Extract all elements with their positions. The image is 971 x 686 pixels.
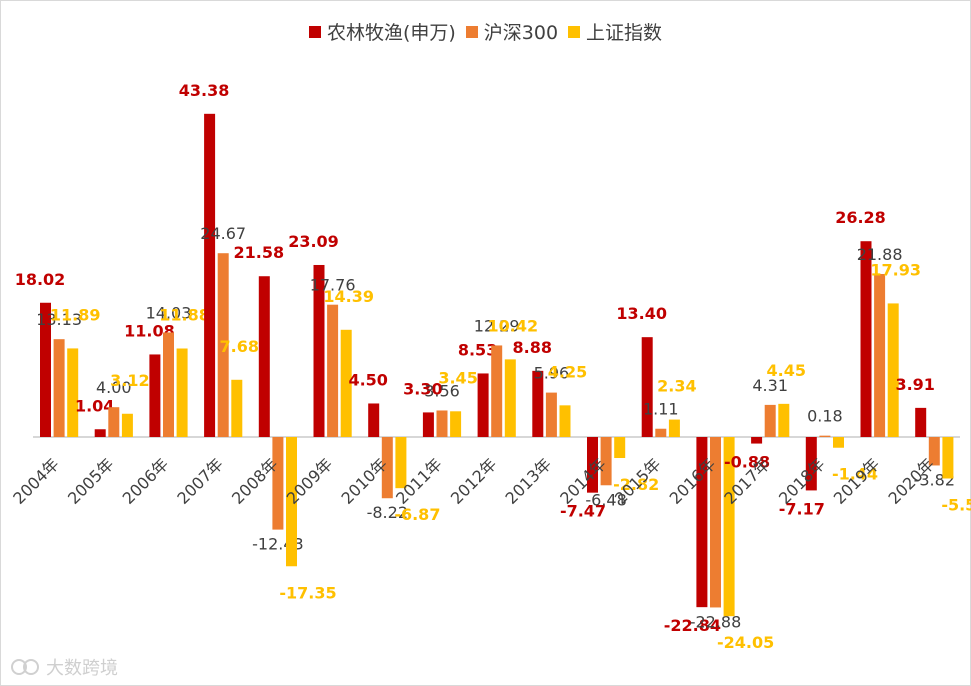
bar-agriculture-2006年 [149, 354, 160, 437]
watermark: 大数跨境 [10, 654, 118, 680]
data-label-shanghai-2013年: 4.25 [548, 362, 587, 381]
bar-shanghai-2010年 [395, 437, 406, 488]
bar-shanghai-2019年 [888, 303, 899, 437]
bar-shanghai-2017年 [778, 404, 789, 437]
data-label-shanghai-2005年: 3.12 [110, 371, 149, 390]
bar-csi300-2005年 [108, 407, 119, 437]
bar-agriculture-2010年 [368, 403, 379, 437]
data-label-agriculture-2008年: 21.58 [233, 243, 284, 262]
x-tick-label-2012年: 2012年 [447, 454, 501, 508]
watermark-logo-icon [10, 657, 40, 677]
data-label-shanghai-2008年: -17.35 [279, 583, 336, 602]
bar-shanghai-2013年 [560, 405, 571, 437]
data-label-shanghai-2019年: 17.93 [870, 260, 921, 279]
bar-shanghai-2014年 [614, 437, 625, 458]
x-tick-label-2004年: 2004年 [9, 454, 63, 508]
bar-agriculture-2012年 [478, 373, 489, 437]
bar-csi300-2015年 [655, 429, 666, 437]
data-label-agriculture-2013年: 8.88 [513, 338, 552, 357]
data-label-shanghai-2011年: 3.45 [438, 368, 477, 387]
data-label-shanghai-2012年: 10.42 [487, 316, 538, 335]
data-label-shanghai-2007年: 7.68 [220, 337, 259, 356]
x-tick-label-2013年: 2013年 [502, 454, 556, 508]
bar-agriculture-2015年 [642, 337, 653, 437]
data-label-agriculture-2004年: 18.02 [15, 270, 66, 289]
bar-shanghai-2020年 [942, 437, 953, 478]
data-label-agriculture-2007年: 43.38 [179, 81, 230, 100]
data-label-csi300-2018年: 0.18 [807, 407, 843, 426]
x-tick-label-2006年: 2006年 [119, 454, 173, 508]
data-label-shanghai-2006年: 11.88 [159, 305, 210, 324]
data-label-shanghai-2009年: 14.39 [323, 287, 374, 306]
data-label-agriculture-2009年: 23.09 [288, 232, 339, 251]
data-label-shanghai-2017年: 4.45 [767, 361, 806, 380]
bar-agriculture-2005年 [95, 429, 106, 437]
data-label-csi300-2007年: 24.67 [200, 224, 246, 243]
bar-shanghai-2007年 [231, 380, 242, 437]
data-label-agriculture-2010年: 4.50 [348, 370, 387, 389]
bar-agriculture-2020年 [915, 408, 926, 437]
bar-shanghai-2012年 [505, 359, 516, 437]
bar-csi300-2019年 [874, 274, 885, 437]
bar-csi300-2011年 [437, 410, 448, 437]
bar-agriculture-2017年 [751, 437, 762, 444]
x-tick-label-2007年: 2007年 [173, 454, 227, 508]
data-label-shanghai-2010年: -6.87 [394, 505, 440, 524]
bar-csi300-2008年 [272, 437, 283, 530]
bar-csi300-2004年 [54, 339, 65, 437]
bar-shanghai-2011年 [450, 411, 461, 437]
bar-csi300-2017年 [765, 405, 776, 437]
data-label-agriculture-2019年: 26.28 [835, 208, 886, 227]
bar-csi300-2009年 [327, 305, 338, 437]
bar-shanghai-2005年 [122, 414, 133, 437]
data-label-shanghai-2015年: 2.34 [657, 377, 696, 396]
bar-agriculture-2007年 [204, 114, 215, 437]
bar-agriculture-2008年 [259, 276, 270, 437]
bar-shanghai-2004年 [67, 348, 78, 437]
bar-csi300-2006年 [163, 332, 174, 437]
data-label-agriculture-2020年: 3.91 [895, 375, 934, 394]
bar-shanghai-2006年 [177, 348, 188, 437]
bar-shanghai-2015年 [669, 420, 680, 437]
data-label-shanghai-2020年: -5.57 [941, 495, 971, 514]
bar-csi300-2018年 [819, 436, 830, 437]
x-tick-label-2005年: 2005年 [64, 454, 118, 508]
bar-agriculture-2011年 [423, 412, 434, 437]
data-label-csi300-2015年: 1.11 [643, 400, 679, 419]
bar-shanghai-2018年 [833, 437, 844, 448]
data-label-shanghai-2004年: 11.89 [50, 305, 101, 324]
data-label-agriculture-2015年: 13.40 [616, 304, 667, 323]
data-label-shanghai-2016年: -24.05 [717, 633, 774, 652]
watermark-text: 大数跨境 [46, 654, 118, 680]
bar-csi300-2013年 [546, 393, 557, 437]
bar-csi300-2012年 [491, 345, 502, 437]
